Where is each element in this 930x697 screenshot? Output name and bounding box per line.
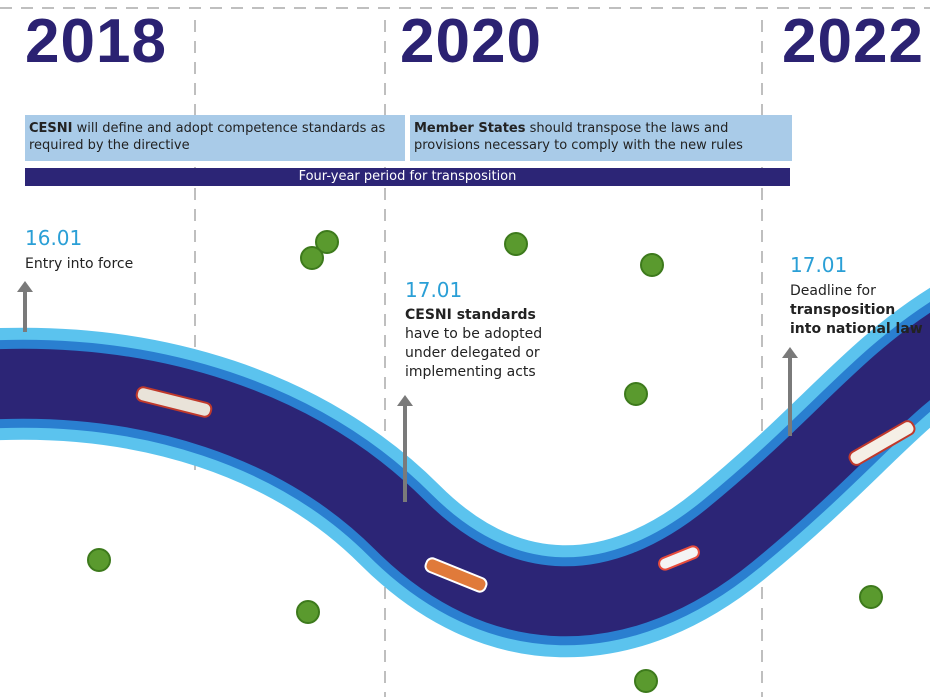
tree <box>641 254 663 276</box>
phase-actor: CESNI <box>29 121 73 136</box>
milestone-body: Deadline for <box>790 283 876 299</box>
milestone-text: Deadline for transposition into national… <box>790 282 928 339</box>
phase-text: will define and adopt competence standar… <box>29 121 385 153</box>
milestone-text: CESNI standards have to be adopted under… <box>405 306 555 382</box>
tree <box>635 670 657 692</box>
period-bar: Four-year period for transposition <box>25 168 790 186</box>
arrow-head <box>17 281 33 292</box>
tree <box>301 247 323 269</box>
milestone-date: 16.01 <box>25 226 82 250</box>
milestone-date: 17.01 <box>790 253 847 277</box>
year: 2018 <box>25 6 167 77</box>
milestone-body: have to be adopted under delegated or im… <box>405 326 542 380</box>
milestone-text: Entry into force <box>25 255 175 274</box>
year: 2022 <box>782 6 924 77</box>
milestone-bold: transposition into national law <box>790 302 923 337</box>
phase-box: Member States should transpose the laws … <box>410 115 792 161</box>
milestone-date: 17.01 <box>405 278 462 302</box>
arrow-head <box>782 347 798 358</box>
year: 2020 <box>400 6 542 77</box>
arrow-head <box>397 395 413 406</box>
tree <box>505 233 527 255</box>
phase-box: CESNI will define and adopt competence s… <box>25 115 405 161</box>
tree <box>860 586 882 608</box>
tree <box>88 549 110 571</box>
tree <box>625 383 647 405</box>
phase-actor: Member States <box>414 121 525 136</box>
milestone-bold: CESNI standards <box>405 307 536 323</box>
infographic: 2018 2020 2022 CESNI will define and ado… <box>0 0 930 697</box>
tree <box>297 601 319 623</box>
